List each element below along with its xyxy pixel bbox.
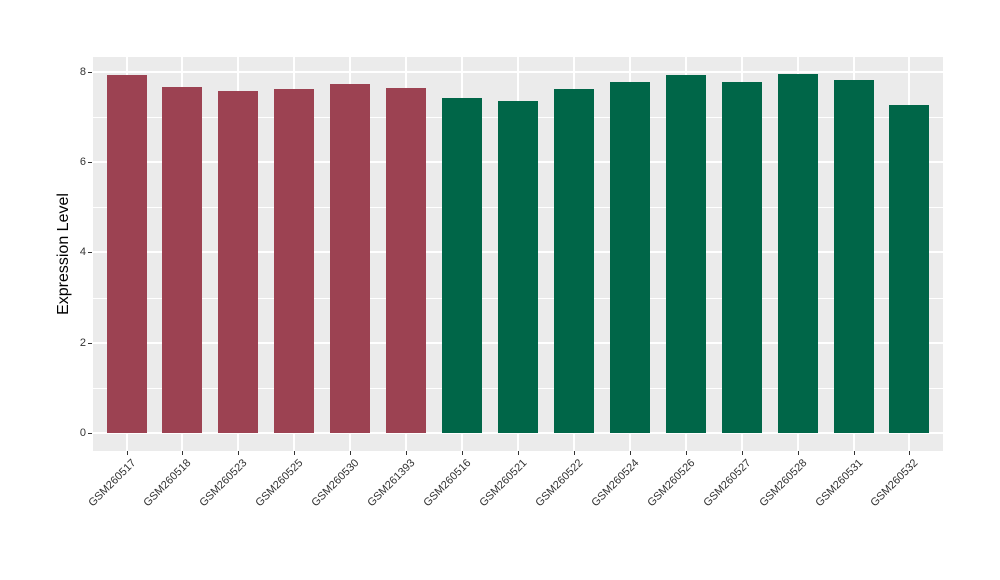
bar-GSM260522 [553,88,594,433]
bar-GSM260530 [330,83,371,433]
x-tick-mark [238,451,240,455]
bar-GSM260521 [498,100,538,433]
x-tick-mark [797,451,799,455]
y-tick-label: 0 [79,426,86,439]
bar-GSM260523 [218,90,259,433]
x-tick-mark [853,451,855,455]
y-tick-label: 4 [79,246,86,259]
bar-GSM260526 [665,74,706,433]
plot-panel [93,57,943,451]
x-tick-mark [518,451,519,455]
x-tick-mark [573,451,575,455]
y-tick-label: 6 [79,156,86,169]
y-tick-label: 8 [79,66,86,78]
bar-GSM260517 [106,75,147,433]
bar-GSM260524 [609,81,650,433]
y-tick-label: 2 [79,336,86,349]
y-tick-mark [88,342,92,344]
x-tick-mark [182,451,184,455]
bar-GSM260518 [162,86,203,433]
bar-GSM260525 [274,88,315,433]
x-tick-mark [685,451,687,455]
x-tick-mark [909,451,911,455]
y-tick-mark [88,252,92,254]
bar-GSM260531 [833,79,874,433]
x-tick-mark [462,451,464,455]
x-tick-mark [294,451,296,455]
y-tick-mark [88,432,92,434]
bar-GSM261393 [386,87,427,433]
x-tick-mark [629,451,631,455]
x-tick-mark [350,451,352,455]
bar-GSM260532 [889,104,930,433]
y-tick-mark [88,162,92,164]
bar-GSM260516 [442,98,483,433]
x-tick-mark [126,451,128,455]
x-tick-mark [406,451,408,455]
x-tick-mark [741,451,743,455]
y-tick-mark [88,72,92,73]
bar-GSM260527 [721,82,762,433]
bar-GSM260528 [777,73,818,433]
